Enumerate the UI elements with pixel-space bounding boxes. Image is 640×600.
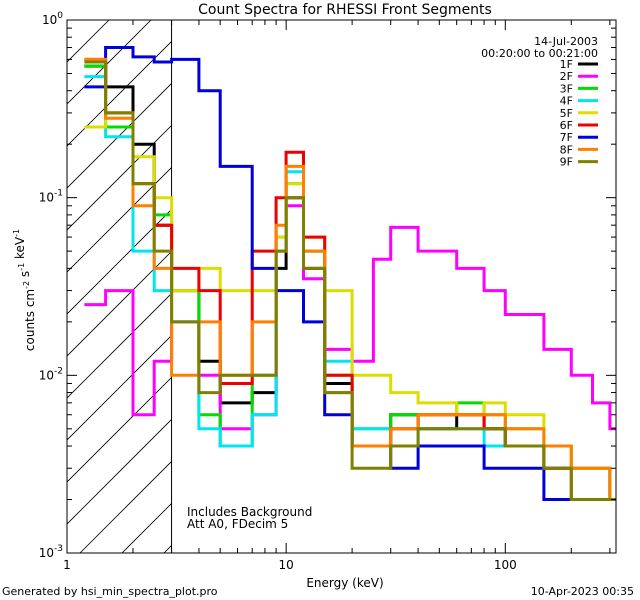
y-tick-label: 10-2 [39, 366, 63, 382]
chart-title: Count Spectra for RHESSI Front Segments [198, 2, 492, 18]
hatch-lines [67, 20, 172, 553]
legend-label: 1F [560, 58, 573, 71]
legend-label: 6F [560, 119, 573, 132]
series-group [84, 46, 616, 501]
legend-label: 3F [560, 82, 573, 95]
legend-label: 5F [560, 107, 573, 120]
legend-label: 4F [560, 95, 573, 108]
legend-label: 8F [560, 143, 573, 156]
legend-label: 2F [560, 70, 573, 83]
x-tick-label: 10 [279, 558, 294, 572]
series-line-9F [84, 60, 616, 501]
legend-label: 9F [560, 156, 573, 169]
y-tick-label: 10-3 [39, 544, 63, 560]
annotation-background: Includes Background [187, 505, 312, 519]
y-tick-label: 100 [42, 11, 63, 27]
x-tick-label: 100 [494, 558, 517, 572]
plot-frame [66, 19, 617, 554]
footer-timestamp: 10-Apr-2023 00:35 [530, 585, 634, 598]
series-line-7F [84, 46, 616, 501]
footer-generator: Generated by hsi_min_spectra_plot.pro [2, 585, 218, 598]
date-label: 14-Jul-2003 [534, 35, 598, 48]
annotations: Includes Background Att A0, FDecim 5 [187, 505, 312, 531]
y-tick-label: 10-1 [39, 189, 63, 205]
annotation-attenuator: Att A0, FDecim 5 [187, 517, 288, 531]
axes: 1 10 100 10-3 10-2 10-1 100 [39, 11, 616, 572]
time-range-label: 00:20:00 to 00:21:00 [481, 47, 598, 60]
y-axis-label: counts cm-2 s-1 keV-1 [12, 229, 37, 351]
x-tick-label: 1 [63, 558, 71, 572]
header-text: 14-Jul-2003 00:20:00 to 00:21:00 [481, 35, 598, 60]
legend-label: 7F [560, 131, 573, 144]
x-axis-label: Energy (keV) [306, 576, 383, 590]
